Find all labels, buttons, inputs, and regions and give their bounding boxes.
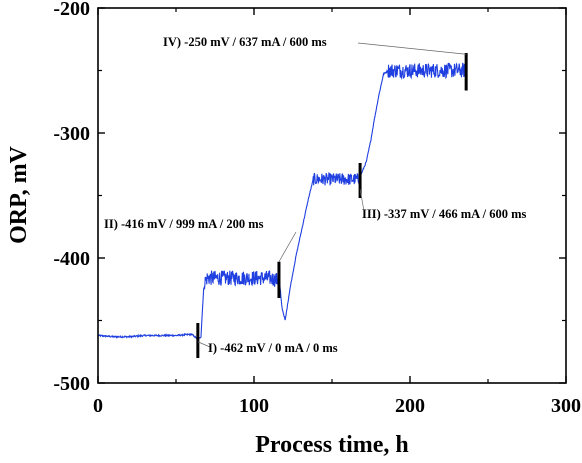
plot-area (97, 62, 467, 341)
annotation-leader-line (357, 42, 467, 55)
y-axis-title: ORP, mV (6, 145, 32, 243)
y-tick-label: -300 (53, 123, 90, 145)
annotation-leader-line (278, 231, 297, 262)
annotation-leader-line (359, 189, 365, 212)
x-axis-title: Process time, h (255, 432, 409, 458)
annotation-label: II) -416 mV / 999 mA / 200 ms (104, 217, 264, 231)
y-tick-label: -500 (53, 373, 90, 395)
annotations: I) -462 mV / 0 mA / 0 ms II) -416 mV / 99… (104, 35, 526, 358)
axes: 0 100 200 300 -500 -400 -300 -200 (53, 0, 581, 417)
x-tick-label: 200 (395, 395, 425, 417)
y-tick-label: -400 (53, 248, 90, 270)
annotation-label: I) -462 mV / 0 mA / 0 ms (208, 341, 338, 355)
annotation-label: III) -337 mV / 466 mA / 600 ms (362, 207, 526, 221)
x-tick-label: 100 (239, 395, 269, 417)
annotation-label: IV) -250 mV / 637 mA / 600 ms (163, 35, 327, 49)
plot-frame (97, 7, 567, 384)
x-tick-label: 300 (551, 395, 581, 417)
data-series-line (97, 62, 467, 341)
x-tick-label: 0 (93, 395, 103, 417)
annotation-leader-line (197, 341, 211, 348)
y-tick-label: -200 (53, 0, 90, 20)
